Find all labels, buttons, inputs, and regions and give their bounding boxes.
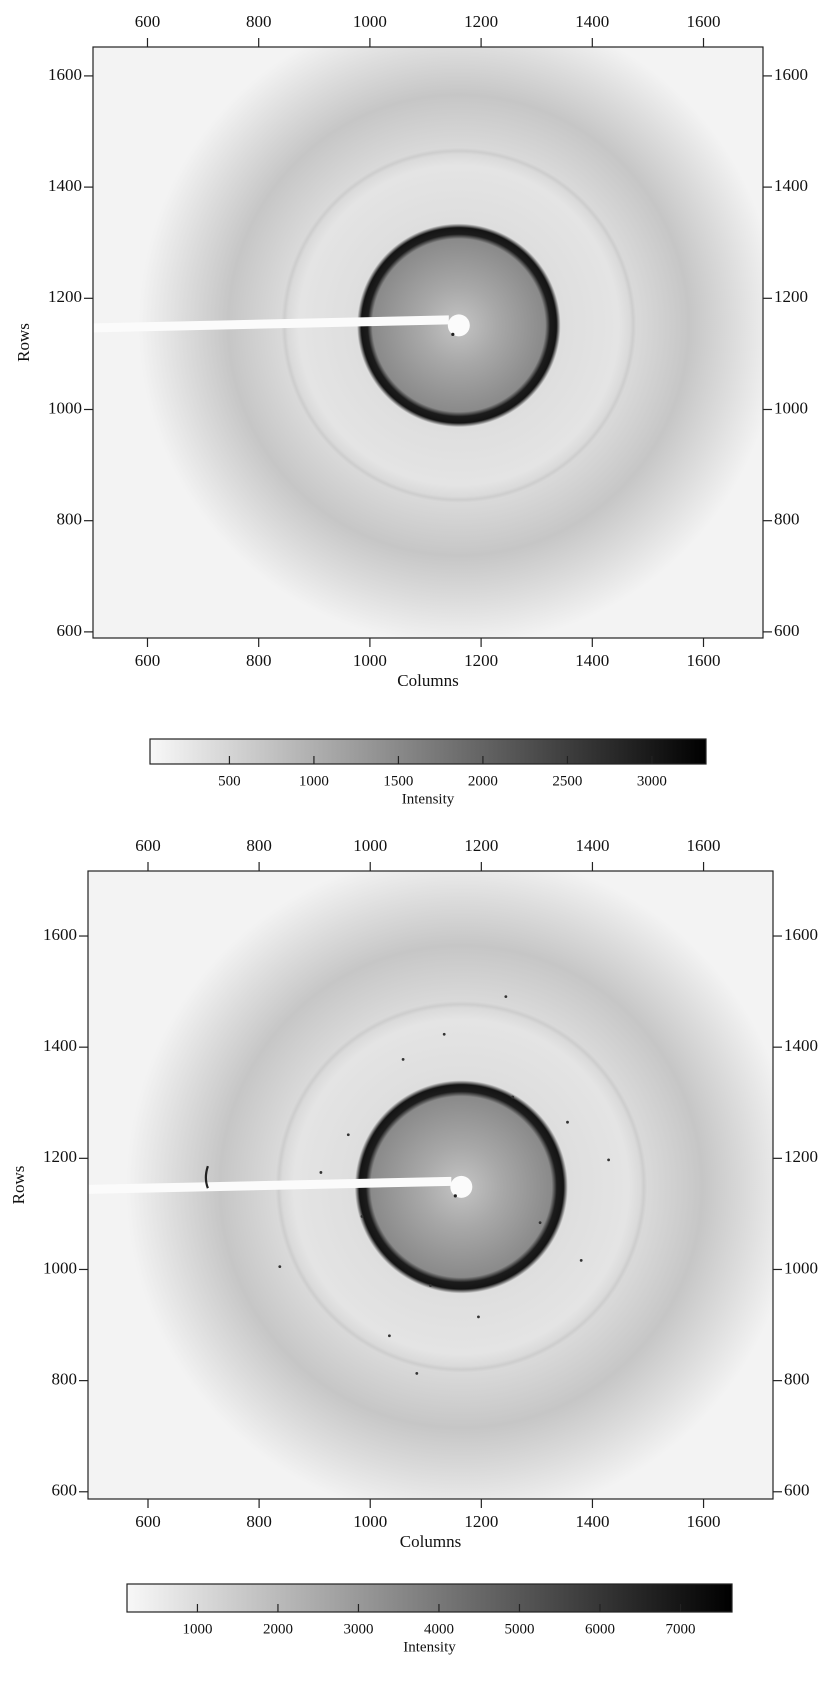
x-tick-label-bottom: 1400 xyxy=(575,651,609,670)
x-tick-label-bottom: 600 xyxy=(135,651,161,670)
colorbar-label: Intensity xyxy=(402,791,455,807)
diffraction-spot xyxy=(429,1284,432,1287)
colorbar-tick-label: 6000 xyxy=(585,1621,615,1637)
diffraction-spot xyxy=(511,1095,515,1099)
y-tick-label-right: 1600 xyxy=(774,65,808,84)
y-tick-label-left: 1200 xyxy=(43,1147,77,1166)
x-tick-label-bottom: 800 xyxy=(246,1512,272,1531)
diffraction-spot xyxy=(401,1058,405,1061)
x-tick-label-top: 800 xyxy=(246,836,272,855)
y-tick-label-right: 600 xyxy=(774,621,800,640)
x-tick-label-bottom: 1200 xyxy=(464,651,498,670)
x-tick-label-top: 1000 xyxy=(353,836,387,855)
y-axis-label: Rows xyxy=(14,323,33,362)
arc-artifact xyxy=(204,1165,209,1189)
x-tick-label-bottom: 1200 xyxy=(464,1512,498,1531)
beam-stop xyxy=(88,1176,452,1194)
y-tick-label-right: 800 xyxy=(784,1370,810,1389)
colorbar xyxy=(149,738,707,765)
beam-center xyxy=(450,1175,473,1198)
y-tick-label-right: 1000 xyxy=(774,398,808,417)
y-tick-label-left: 1000 xyxy=(48,398,82,417)
colorbar-label: Intensity xyxy=(403,1639,456,1655)
colorbar-tick-label: 3000 xyxy=(637,773,667,789)
detector-image xyxy=(93,47,763,638)
x-tick-label-top: 1600 xyxy=(687,836,721,855)
x-tick-label-bottom: 1000 xyxy=(353,651,387,670)
y-tick-label-right: 1600 xyxy=(784,925,818,944)
x-tick-label-bottom: 800 xyxy=(246,651,272,670)
colorbar-tick-label: 1000 xyxy=(299,773,329,789)
y-tick-label-right: 1400 xyxy=(784,1036,818,1055)
beam-center xyxy=(447,314,470,337)
colorbar-tick-label: 2000 xyxy=(263,1621,293,1637)
y-tick-label-left: 800 xyxy=(52,1370,78,1389)
x-tick-label-top: 1400 xyxy=(575,836,609,855)
y-tick-label-left: 1600 xyxy=(48,65,82,84)
y-tick-label-right: 1000 xyxy=(784,1258,818,1277)
x-tick-label-top: 1600 xyxy=(687,12,721,31)
x-tick-label-bottom: 1600 xyxy=(687,1512,721,1531)
diffraction-spot xyxy=(477,1315,480,1319)
y-tick-label-left: 1600 xyxy=(43,925,77,944)
plot-frame xyxy=(92,46,764,639)
colorbar-tick-label: 1000 xyxy=(182,1621,212,1637)
x-tick-label-top: 600 xyxy=(135,836,161,855)
diffraction-spot xyxy=(278,1265,282,1269)
beam-stop xyxy=(93,315,449,333)
plot-frame xyxy=(87,870,774,1500)
y-tick-label-left: 600 xyxy=(57,621,83,640)
beam-dot xyxy=(451,332,455,336)
x-tick-label-top: 600 xyxy=(135,12,161,31)
colorbar-tick-label: 1500 xyxy=(383,773,413,789)
detector-image xyxy=(88,871,773,1499)
x-tick-label-top: 800 xyxy=(246,12,272,31)
y-tick-label-left: 600 xyxy=(52,1481,78,1500)
diffraction-spot xyxy=(360,1215,364,1218)
x-tick-label-bottom: 1400 xyxy=(575,1512,609,1531)
diffraction-spot xyxy=(566,1120,569,1124)
beam-dot xyxy=(453,1194,457,1198)
colorbar xyxy=(126,1583,733,1613)
x-tick-label-top: 1200 xyxy=(464,12,498,31)
x-tick-label-bottom: 1000 xyxy=(353,1512,387,1531)
y-tick-label-left: 1400 xyxy=(48,176,82,195)
colorbar-tick-label: 2000 xyxy=(468,773,498,789)
x-axis-label: Columns xyxy=(397,671,458,690)
y-axis-label: Rows xyxy=(9,1166,28,1205)
y-tick-label-right: 1200 xyxy=(784,1147,818,1166)
diffraction-spot xyxy=(319,1171,323,1174)
y-tick-label-left: 1000 xyxy=(43,1258,77,1277)
colorbar-tick-label: 7000 xyxy=(665,1621,695,1637)
y-tick-label-left: 800 xyxy=(57,510,83,529)
colorbar-tick-label: 4000 xyxy=(424,1621,454,1637)
colorbar-tick-label: 5000 xyxy=(504,1621,534,1637)
diffraction-rings xyxy=(138,47,763,638)
diffraction-spot xyxy=(607,1158,610,1162)
x-tick-label-top: 1000 xyxy=(353,12,387,31)
diffraction-spot xyxy=(388,1334,391,1338)
x-tick-label-bottom: 600 xyxy=(135,1512,161,1531)
diffraction-spot xyxy=(579,1258,583,1262)
y-tick-label-right: 800 xyxy=(774,510,800,529)
y-tick-label-left: 1400 xyxy=(43,1036,77,1055)
y-tick-label-right: 1400 xyxy=(774,176,808,195)
colorbar-tick-label: 500 xyxy=(218,773,241,789)
x-tick-label-top: 1200 xyxy=(464,836,498,855)
diffraction-spot xyxy=(538,1221,542,1225)
x-tick-label-bottom: 1600 xyxy=(687,651,721,670)
diffraction-spot xyxy=(442,1032,446,1036)
diffraction-spot xyxy=(346,1133,350,1137)
diffraction-spot xyxy=(415,1372,419,1375)
y-tick-label-right: 600 xyxy=(784,1481,810,1500)
y-tick-label-right: 1200 xyxy=(774,287,808,306)
y-tick-label-left: 1200 xyxy=(48,287,82,306)
diffraction-spot xyxy=(504,995,508,998)
colorbar-tick-label: 2500 xyxy=(552,773,582,789)
x-axis-label: Columns xyxy=(400,1532,461,1551)
x-tick-label-top: 1400 xyxy=(575,12,609,31)
colorbar-tick-label: 3000 xyxy=(343,1621,373,1637)
